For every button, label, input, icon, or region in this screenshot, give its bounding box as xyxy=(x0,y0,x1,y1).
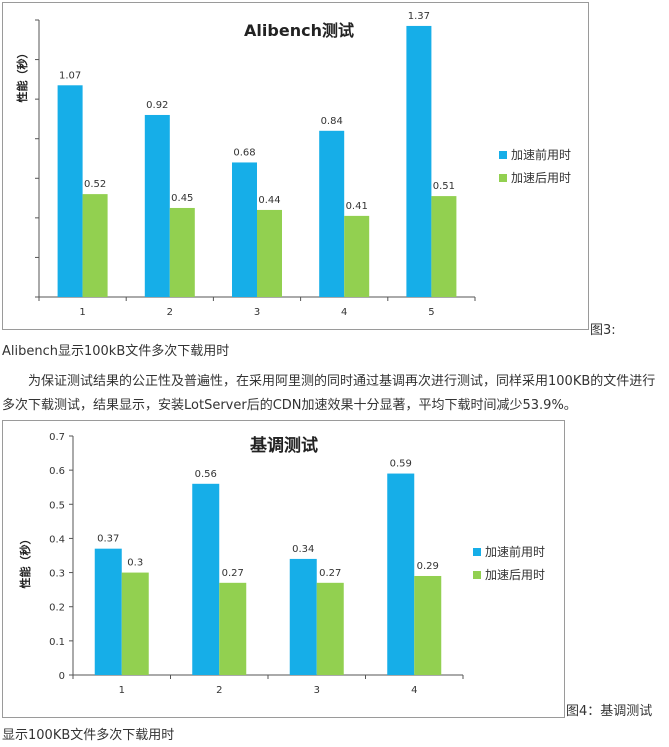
data-label: 0.92 xyxy=(146,100,168,111)
figure3-caption-label: 图3: xyxy=(590,323,616,338)
y-tick-label: 0 xyxy=(59,671,65,682)
bar-after xyxy=(169,207,195,297)
chart-title: 基调测试 xyxy=(249,435,318,456)
bar-after xyxy=(431,196,457,297)
body-paragraph: 为保证测试结果的公正性及普遍性，在采用阿里测的同时通过基调再次进行测试，同样采用… xyxy=(2,374,656,413)
legend-swatch-before xyxy=(473,548,481,556)
data-label: 0.84 xyxy=(321,116,343,127)
x-tick-label: 5 xyxy=(428,307,434,318)
bar-before xyxy=(319,130,345,297)
bar-after xyxy=(414,575,442,675)
data-label: 0.44 xyxy=(258,195,280,206)
data-label: 1.07 xyxy=(59,70,81,81)
x-tick-label: 2 xyxy=(216,685,222,696)
y-tick-label: 0.7 xyxy=(49,432,65,443)
bar-before xyxy=(289,558,317,675)
bar-after xyxy=(121,572,149,675)
x-tick-label: 1 xyxy=(79,307,85,318)
y-tick-label: 0.5 xyxy=(49,500,65,511)
alibench-chart-panel: Alibench测试性能（秒） 1 1.07 0.52 2 0.92 0.45 3 0.68 0.… xyxy=(2,2,589,330)
y-tick-label: 0.3 xyxy=(49,569,65,580)
data-label: 1.37 xyxy=(408,11,430,22)
jidiao-chart-panel: 基调测试性能（秒） 0 0.1 0.2 0.3 0.4 0.5 0.6 0.7 1 0.37 0.3 2… xyxy=(2,420,565,718)
y-tick-label: 0.4 xyxy=(49,534,65,545)
bar-after xyxy=(219,582,247,675)
data-label: 0.29 xyxy=(417,561,439,572)
data-label: 0.56 xyxy=(195,469,217,480)
bar-after xyxy=(316,582,344,675)
bar-before xyxy=(144,114,170,297)
figure3-caption-text: Alibench显示100kB文件多次下载用时 xyxy=(2,344,230,359)
y-axis-label: 性能（秒） xyxy=(15,48,29,103)
data-label: 0.27 xyxy=(222,568,244,579)
legend-swatch-before xyxy=(499,151,507,159)
data-label: 0.51 xyxy=(433,181,455,192)
figure4-caption-text: 显示100KB文件多次下载用时 xyxy=(2,728,175,743)
x-tick-label: 1 xyxy=(119,685,125,696)
data-label: 0.59 xyxy=(390,459,412,470)
data-label: 0.52 xyxy=(84,179,106,190)
chart-title: Alibench测试 xyxy=(244,21,354,40)
legend-label-before: 加速前用时 xyxy=(511,147,571,162)
bar-before xyxy=(192,483,220,675)
y-axis-label: 性能（秒） xyxy=(18,534,32,589)
x-tick-label: 3 xyxy=(314,685,320,696)
x-tick-label: 4 xyxy=(341,307,347,318)
bar-after xyxy=(82,194,108,297)
legend-label-after: 加速后用时 xyxy=(485,568,545,582)
legend-swatch-after xyxy=(499,174,507,182)
bar-before xyxy=(406,25,432,297)
x-tick-label: 2 xyxy=(167,307,173,318)
y-tick-label: 0.1 xyxy=(49,637,65,648)
data-label: 0.34 xyxy=(292,544,314,555)
bar-before xyxy=(94,548,122,675)
legend-swatch-after xyxy=(473,571,481,579)
data-label: 0.68 xyxy=(233,147,255,158)
y-tick-label: 0.2 xyxy=(49,603,65,614)
x-tick-label: 4 xyxy=(411,685,417,696)
data-label: 0.27 xyxy=(319,568,341,579)
bar-after xyxy=(257,209,282,297)
bar-before xyxy=(57,85,83,298)
x-tick-label: 3 xyxy=(254,307,260,318)
data-label: 0.37 xyxy=(97,534,119,545)
bar-after xyxy=(344,215,370,297)
legend-label-before: 加速前用时 xyxy=(485,544,545,559)
data-label: 0.45 xyxy=(171,193,193,204)
legend-label-after: 加速后用时 xyxy=(511,171,571,185)
data-label: 0.41 xyxy=(346,201,368,212)
data-label: 0.3 xyxy=(127,558,143,569)
bar-before xyxy=(387,473,415,675)
figure4-caption-label: 图4：基调测试 xyxy=(566,704,653,719)
bar-before xyxy=(232,162,257,297)
y-tick-label: 0.6 xyxy=(49,466,65,477)
